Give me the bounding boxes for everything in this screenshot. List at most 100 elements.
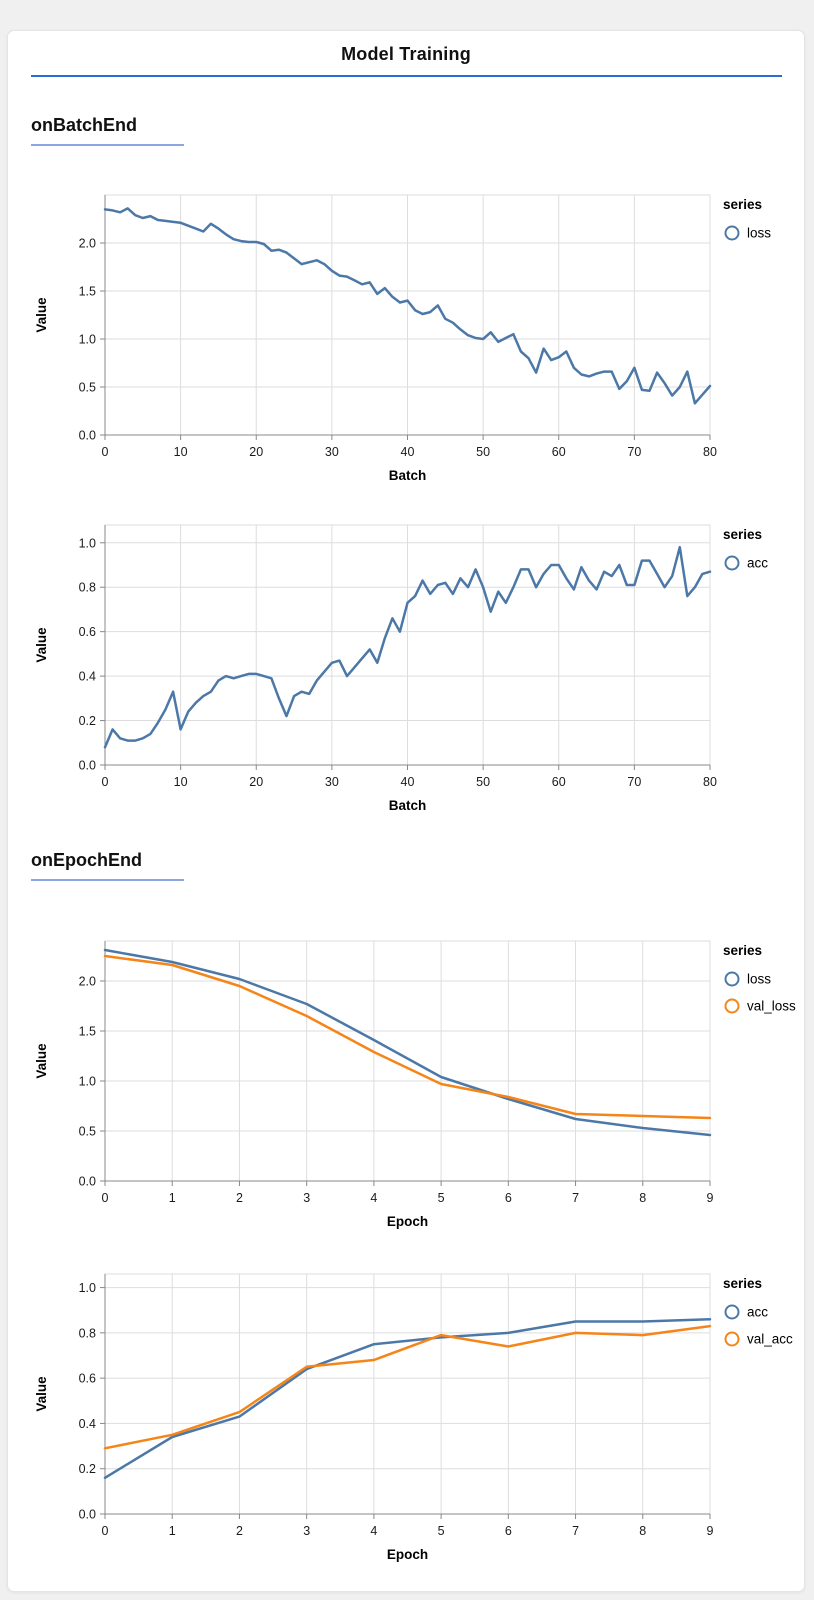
x-tick-label: 2 — [236, 1524, 243, 1538]
y-tick-label: 0.5 — [79, 381, 96, 395]
series-line-val_acc — [103, 1324, 712, 1450]
plot-border — [104, 1273, 711, 1515]
x-tick-label: 2 — [236, 1191, 243, 1205]
y-tick-label: 1.5 — [79, 285, 96, 299]
y-tick-label: 0.0 — [79, 1508, 96, 1522]
legend: series loss val_loss — [723, 943, 796, 1014]
page-title-underline — [31, 75, 782, 77]
x-tick-label: 40 — [401, 445, 415, 459]
x-tick-label: 4 — [370, 1524, 377, 1538]
y-tick-label: 1.0 — [79, 1281, 96, 1295]
gridlines — [104, 195, 711, 436]
legend-label-acc: acc — [747, 556, 768, 571]
x-tick-label: 4 — [370, 1191, 377, 1205]
y-tick-label: 0.2 — [79, 714, 96, 728]
x-tick-label: 50 — [476, 445, 490, 459]
x-tick-label: 6 — [505, 1524, 512, 1538]
x-tick-label: 0 — [102, 1524, 109, 1538]
y-tick-label: 1.0 — [79, 333, 96, 347]
x-tick-label: 8 — [639, 1191, 646, 1205]
x-tick-label: 5 — [438, 1524, 445, 1538]
gridlines — [104, 1274, 711, 1515]
x-tick-label: 10 — [174, 775, 188, 789]
x-tick-label: 9 — [707, 1524, 714, 1538]
x-tick-label: 50 — [476, 775, 490, 789]
y-axis-title: Value — [34, 1043, 49, 1079]
y-tick-label: 1.0 — [79, 1075, 96, 1089]
series-line-loss — [103, 207, 712, 405]
y-tick-label: 0.8 — [79, 581, 96, 595]
epoch-acc-line-chart[interactable]: 0 1 2 3 4 5 6 7 8 9 0.0 0.2 0.4 0.6 0.8 1.0 Epoch Value se… — [8, 1266, 808, 1571]
x-tick-label: 70 — [627, 775, 641, 789]
legend-label-acc: acc — [747, 1305, 768, 1320]
gridlines — [104, 941, 711, 1182]
y-tick-label: 2.0 — [79, 237, 96, 251]
gridlines — [104, 525, 711, 766]
legend-marker-val_loss — [724, 998, 740, 1014]
batch-acc-line-chart[interactable]: 0 10 20 30 40 50 60 70 80 0.0 0.2 0.4 0.6 0.8 1.0 Batch… — [8, 517, 808, 822]
section-onbatchend-underline — [31, 144, 184, 146]
chart-epoch-acc: 0 1 2 3 4 5 6 7 8 9 0.0 0.2 0.4 0.6 0.8 1.0 Epoch Value se… — [8, 1266, 804, 1571]
section-onbatchend: onBatchEnd 0 10 20 30 40 50 60 70 80 0.0 0.5 1.0 1.5… — [8, 115, 804, 822]
y-tick-label: 0.4 — [79, 1417, 96, 1431]
axes: 0 10 20 30 40 50 60 70 80 0.0 0.5 1.0 1.5 2.0 — [79, 195, 717, 459]
y-tick-label: 1.5 — [79, 1025, 96, 1039]
legend-marker-acc — [724, 555, 740, 571]
legend: series acc — [723, 527, 768, 571]
legend-label-val_loss: val_loss — [747, 999, 796, 1014]
epoch-loss-line-chart[interactable]: 0 1 2 3 4 5 6 7 8 9 0.0 0.5 1.0 1.5 2.0 Epoch Value serie… — [8, 933, 808, 1238]
x-tick-label: 0 — [102, 1191, 109, 1205]
x-tick-label: 80 — [703, 775, 717, 789]
x-tick-label: 60 — [552, 775, 566, 789]
y-tick-label: 1.0 — [79, 536, 96, 550]
y-tick-label: 0.2 — [79, 1462, 96, 1476]
section-title-onepochend: onEpochEnd — [31, 850, 142, 870]
x-tick-label: 7 — [572, 1191, 579, 1205]
model-training-surface: Model Training onBatchEnd 0 10 20 30 40 50 60 7… — [7, 30, 805, 1592]
x-tick-label: 8 — [639, 1524, 646, 1538]
x-axis-title: Epoch — [387, 1214, 428, 1229]
section-onepochend-underline — [31, 879, 184, 881]
y-tick-label: 0.5 — [79, 1125, 96, 1139]
legend-marker-loss — [724, 225, 740, 241]
x-tick-label: 0 — [102, 445, 109, 459]
series-line-loss — [103, 948, 712, 1137]
x-axis-title: Batch — [389, 468, 427, 483]
x-tick-label: 20 — [249, 775, 263, 789]
series-line-acc — [103, 545, 712, 749]
y-tick-label: 0.6 — [79, 625, 96, 639]
x-tick-label: 6 — [505, 1191, 512, 1205]
y-tick-label: 0.0 — [79, 429, 96, 443]
x-tick-label: 60 — [552, 445, 566, 459]
y-tick-label: 0.4 — [79, 670, 96, 684]
y-tick-label: 0.6 — [79, 1372, 96, 1386]
x-axis-title: Epoch — [387, 1547, 428, 1562]
legend-label-loss: loss — [747, 972, 771, 987]
x-tick-label: 9 — [707, 1191, 714, 1205]
legend-marker-val_acc — [724, 1331, 740, 1347]
section-title-onbatchend: onBatchEnd — [31, 115, 137, 135]
y-axis-title: Value — [34, 1376, 49, 1412]
x-tick-label: 40 — [401, 775, 415, 789]
x-tick-label: 1 — [169, 1191, 176, 1205]
y-axis-title: Value — [34, 627, 49, 663]
chart-batch-acc: 0 10 20 30 40 50 60 70 80 0.0 0.2 0.4 0.6 0.8 1.0 Batch… — [8, 517, 804, 822]
series-line-acc — [103, 1318, 712, 1480]
plot-border — [104, 940, 711, 1182]
legend-title: series — [723, 1276, 762, 1291]
x-tick-label: 30 — [325, 445, 339, 459]
legend-marker-acc — [724, 1304, 740, 1320]
series-line-val_loss — [103, 954, 712, 1120]
x-tick-label: 3 — [303, 1191, 310, 1205]
legend-title: series — [723, 197, 762, 212]
axes: 0 10 20 30 40 50 60 70 80 0.0 0.2 0.4 0.6 0.8 1.0 — [79, 525, 717, 789]
batch-loss-line-chart[interactable]: 0 10 20 30 40 50 60 70 80 0.0 0.5 1.0 1.5 2.0 Batch Val… — [8, 187, 808, 492]
chart-batch-loss: 0 10 20 30 40 50 60 70 80 0.0 0.5 1.0 1.5 2.0 Batch Val… — [8, 187, 804, 492]
y-axis-title: Value — [34, 297, 49, 333]
chart-epoch-loss: 0 1 2 3 4 5 6 7 8 9 0.0 0.5 1.0 1.5 2.0 Epoch Value serie… — [8, 933, 804, 1238]
x-tick-label: 70 — [627, 445, 641, 459]
legend: series acc val_acc — [723, 1276, 793, 1347]
legend-label-loss: loss — [747, 226, 771, 241]
x-tick-label: 30 — [325, 775, 339, 789]
